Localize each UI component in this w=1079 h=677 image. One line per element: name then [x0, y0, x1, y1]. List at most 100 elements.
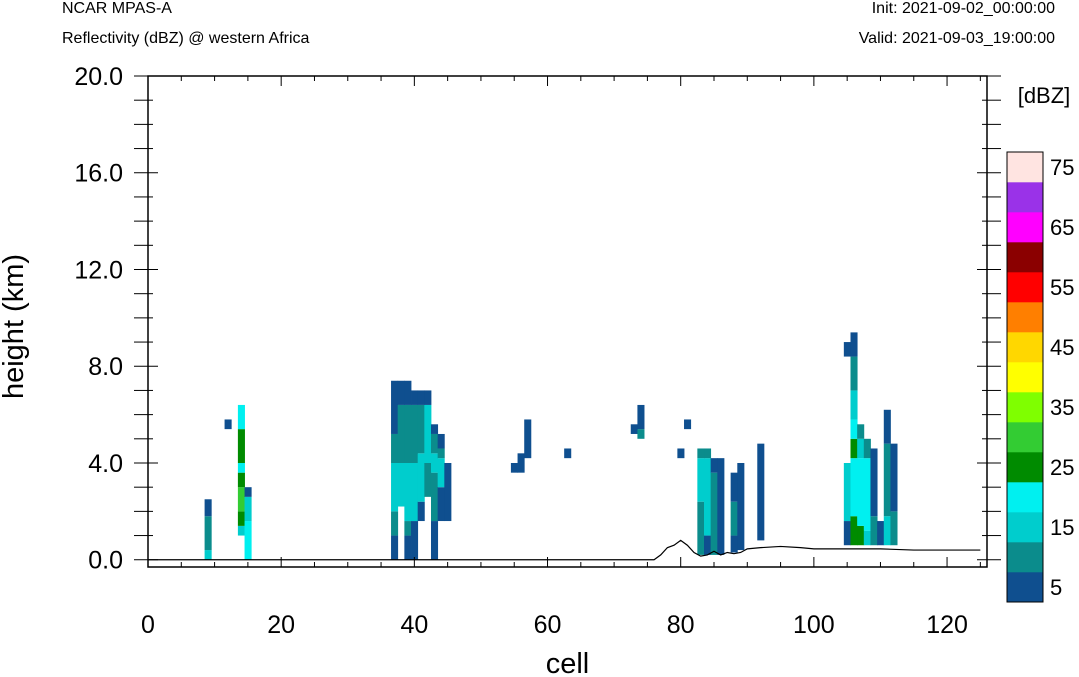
- reflectivity-cell: [430, 424, 439, 434]
- y-tick-label: 12.0: [74, 256, 123, 284]
- reflectivity-cell: [397, 404, 405, 463]
- reflectivity-cell: [204, 550, 212, 560]
- colorbar-swatch: [1007, 242, 1043, 273]
- reflectivity-cell: [857, 424, 865, 439]
- reflectivity-cell: [863, 530, 871, 546]
- reflectivity-cell: [411, 462, 419, 522]
- x-tick-label: 60: [534, 611, 562, 639]
- colorbar-swatch: [1007, 362, 1043, 393]
- reflectivity-cell: [391, 511, 399, 536]
- plot-frame: [147, 75, 988, 568]
- reflectivity-cell: [417, 501, 425, 522]
- y-tick-label: 20.0: [74, 63, 123, 91]
- y-axis-title: height (km): [0, 254, 30, 399]
- reflectivity-cell: [637, 404, 645, 430]
- reflectivity-cell: [391, 462, 399, 512]
- reflectivity-cell: [697, 501, 705, 555]
- reflectivity-cell: [524, 419, 532, 459]
- y-tick-label: 0.0: [88, 547, 123, 575]
- reflectivity-cell: [237, 472, 245, 488]
- reflectivity-cell: [204, 499, 212, 517]
- colorbar-frame: [1006, 151, 1044, 603]
- reflectivity-cell: [890, 443, 898, 512]
- colorbar-swatch: [1007, 422, 1043, 453]
- colorbar-swatch: [1007, 572, 1043, 603]
- reflectivity-cell: [843, 462, 851, 522]
- reflectivity-cell: [677, 448, 685, 459]
- reflectivity-cell: [843, 342, 851, 357]
- reflectivity-cell: [850, 390, 858, 420]
- reflectivity-cell: [730, 501, 738, 536]
- reflectivity-cell: [424, 390, 432, 405]
- reflectivity-cell: [863, 438, 871, 459]
- reflectivity-cell: [704, 535, 712, 555]
- reflectivity-cell: [417, 453, 425, 502]
- reflectivity-cell: [437, 487, 445, 522]
- reflectivity-cell: [697, 448, 705, 459]
- colorbar-swatch: [1007, 152, 1043, 183]
- reflectivity-cell: [437, 458, 445, 488]
- colorbar-label: 25: [1050, 455, 1074, 480]
- reflectivity-cell: [404, 462, 412, 522]
- reflectivity-cell: [437, 433, 445, 449]
- reflectivity-cell: [843, 521, 851, 546]
- axis-ticks: 0 20 40 60 80 100 120 0.0 4.0 8.0 12.0 16.0 20.0: [74, 63, 1001, 639]
- colorbar: 5 15 25 35 45 55 65 75: [1006, 151, 1074, 603]
- reflectivity-cell: [850, 458, 858, 517]
- reflectivity-cell: [204, 516, 212, 551]
- colorbar-swatch: [1007, 482, 1043, 513]
- reflectivity-cell: [397, 380, 405, 405]
- reflectivity-cell: [684, 419, 692, 430]
- reflectivity-cell: [411, 521, 419, 560]
- reflectivity-cell: [850, 419, 858, 439]
- reflectivity-cell: [883, 443, 891, 517]
- x-tick-label: 40: [400, 611, 428, 639]
- colorbar-label: 65: [1050, 215, 1074, 240]
- reflectivity-cell: [430, 433, 439, 454]
- reflectivity-cell: [391, 535, 399, 560]
- colorbar-swatch: [1007, 212, 1043, 243]
- reflectivity-cell: [510, 462, 518, 473]
- model-name: NCAR MPAS-A: [62, 0, 172, 17]
- reflectivity-cell: [857, 458, 865, 526]
- terrain: [148, 539, 981, 561]
- reflectivity-cell: [870, 448, 878, 517]
- reflectivity-cell: [397, 462, 405, 507]
- reflectivity-cell: [857, 438, 865, 459]
- reflectivity-cell: [237, 462, 245, 473]
- colorbar-label: 35: [1050, 395, 1074, 420]
- valid-time: Valid: 2021-09-03_19:00:00: [858, 30, 1055, 47]
- colorbar-swatch: [1007, 272, 1043, 303]
- colorbar-swatch: [1007, 332, 1043, 363]
- reflectivity-cell: [883, 409, 891, 444]
- reflectivity-cell: [517, 453, 525, 473]
- terrain-line: [148, 539, 981, 561]
- x-tick-label: 0: [141, 611, 155, 639]
- reflectivity-cell: [877, 521, 885, 546]
- colorbar-label: 15: [1050, 515, 1074, 540]
- reflectivity-cell: [850, 516, 858, 546]
- colorbar-swatch: [1007, 302, 1043, 333]
- reflectivity-cell: [710, 472, 718, 555]
- x-tick-label: 120: [926, 611, 968, 639]
- reflectivity-cell: [730, 535, 738, 553]
- colorbar-label: 45: [1050, 335, 1074, 360]
- reflectivity-cell: [737, 462, 745, 551]
- colorbar-swatch: [1007, 392, 1043, 423]
- reflectivity-cell: [430, 472, 439, 522]
- colorbar-label: 55: [1050, 275, 1074, 300]
- reflectivity-cell: [404, 404, 412, 463]
- reflectivity-cell: [850, 356, 858, 391]
- plot-subtitle: Reflectivity (dBZ) @ western Africa: [62, 30, 310, 47]
- y-tick-label: 16.0: [74, 160, 123, 188]
- x-tick-label: 80: [667, 611, 695, 639]
- colorbar-label: 5: [1050, 575, 1062, 600]
- reflectivity-cell: [391, 380, 399, 434]
- colorbar-swatch: [1007, 452, 1043, 483]
- x-axis-title: cell: [546, 648, 590, 677]
- reflectivity-cell: [411, 404, 419, 463]
- reflectivity-cell: [237, 487, 245, 512]
- reflectivity-cell: [237, 511, 245, 526]
- reflectivity-cell: [717, 458, 725, 555]
- reflectivity-cell: [424, 462, 432, 497]
